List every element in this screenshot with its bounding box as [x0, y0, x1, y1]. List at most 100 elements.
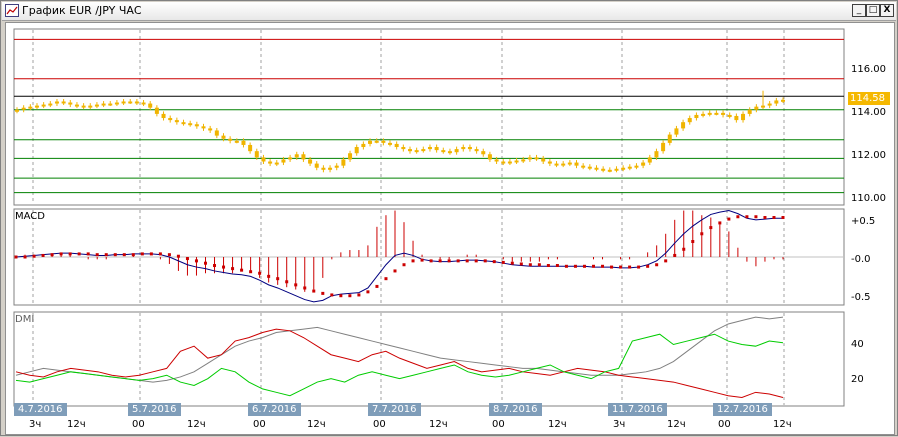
candle — [328, 167, 333, 170]
candle — [81, 105, 86, 108]
signal-dot — [501, 260, 505, 264]
candle — [521, 159, 526, 162]
candle — [168, 118, 173, 121]
signal-dot — [402, 263, 406, 267]
candle — [28, 106, 33, 109]
signal-dot — [285, 280, 289, 284]
signal-dot — [158, 252, 162, 256]
current-price-tag: 114.58 — [848, 92, 890, 105]
candle — [454, 149, 459, 153]
minimize-button[interactable]: _ — [852, 4, 866, 17]
candle — [727, 114, 732, 117]
signal-dot — [339, 294, 343, 298]
signal-dot — [86, 252, 90, 256]
signal-dot — [646, 264, 650, 268]
candle — [494, 159, 499, 162]
candle — [268, 161, 273, 164]
signal-dot — [140, 252, 144, 256]
candle — [34, 105, 39, 108]
signal-dot — [763, 216, 767, 220]
title-bar[interactable]: График EUR /JPY ЧАС _ □ X — [2, 2, 896, 21]
signal-dot — [619, 265, 623, 269]
candle — [447, 151, 452, 154]
candle — [88, 105, 93, 108]
candle — [754, 106, 759, 110]
signal-dot — [41, 253, 45, 257]
signal-dot — [519, 262, 523, 266]
hour-label: 12ч — [667, 419, 686, 430]
signal-dot — [447, 259, 451, 263]
signal-dot — [709, 226, 713, 230]
signal-dot — [131, 253, 135, 257]
candle — [334, 165, 339, 168]
signal-dot — [267, 274, 271, 278]
maximize-button[interactable]: □ — [866, 4, 880, 17]
signal-dot — [781, 216, 785, 220]
signal-dot — [456, 259, 460, 263]
hour-label: 12ч — [773, 419, 792, 430]
candle — [574, 162, 579, 166]
candle — [368, 140, 373, 144]
hour-label: 00 — [253, 419, 266, 430]
candle — [687, 118, 692, 123]
candle — [141, 102, 146, 105]
candle — [741, 113, 746, 121]
candle — [121, 101, 126, 104]
signal-dot — [664, 259, 668, 263]
candle — [701, 113, 706, 116]
signal-dot — [194, 259, 198, 263]
candle — [594, 167, 599, 170]
candle — [634, 165, 639, 168]
signal-dot — [203, 261, 207, 265]
signal-dot — [185, 257, 189, 261]
candle — [241, 140, 246, 145]
signal-dot — [249, 270, 253, 274]
signal-dot — [113, 253, 117, 257]
signal-dot — [483, 259, 487, 263]
candle — [154, 107, 159, 114]
signal-dot — [528, 263, 532, 267]
candle — [401, 147, 406, 150]
hour-label: 3ч — [613, 419, 626, 430]
candle — [607, 169, 612, 172]
candle — [188, 123, 193, 126]
candle — [128, 101, 133, 104]
signal-dot — [393, 269, 397, 273]
candle — [288, 157, 293, 160]
close-button[interactable]: X — [880, 4, 894, 17]
price-tick-112: 112.00 — [851, 150, 886, 161]
signal-dot — [375, 284, 379, 288]
candle — [781, 99, 785, 102]
signal-dot — [682, 247, 686, 251]
signal-dot — [537, 263, 541, 267]
candle — [647, 157, 652, 163]
hour-label: 12ч — [307, 419, 326, 430]
candle — [427, 147, 432, 150]
signal-dot — [213, 264, 217, 268]
candle — [721, 112, 726, 115]
candle — [434, 147, 439, 151]
candle — [774, 100, 779, 104]
signal-dot — [348, 294, 352, 298]
candle — [514, 160, 519, 163]
candle — [94, 104, 99, 107]
candle — [341, 159, 346, 166]
candle — [21, 107, 26, 110]
candle — [707, 112, 712, 115]
candle — [641, 162, 646, 166]
signal-dot — [673, 253, 677, 257]
signal-dot — [429, 259, 433, 263]
macd-line — [15, 210, 783, 303]
signal-dot — [50, 253, 54, 257]
signal-dot — [122, 253, 126, 257]
signal-dot — [438, 259, 442, 263]
signal-dot — [366, 290, 370, 294]
candle — [661, 142, 666, 152]
price-tick-114: 114.00 — [851, 107, 886, 118]
candle — [614, 168, 619, 171]
date-tag: 6.7.2016 — [248, 403, 301, 416]
window-title: График EUR /JPY ЧАС — [22, 4, 142, 17]
hour-label: 00 — [492, 419, 505, 430]
